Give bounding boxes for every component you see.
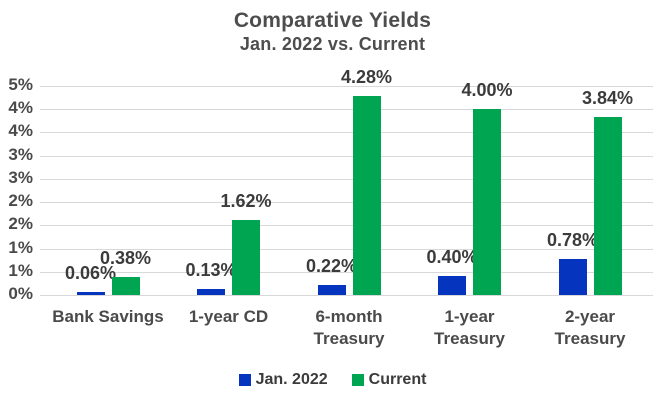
y-axis-tick-label: 0% bbox=[8, 284, 33, 303]
gridline bbox=[40, 86, 653, 87]
bar-current-2-year-treasury bbox=[593, 116, 622, 295]
value-label-current-6-month-treasury: 4.28% bbox=[340, 67, 393, 88]
value-label-jan-2022-bank-savings: 0.06% bbox=[64, 263, 117, 284]
x-category-label-6-month-treasury: 6-month Treasury bbox=[313, 307, 385, 348]
y-axis-tick-label: 1% bbox=[8, 260, 33, 280]
y-axis-tick-label: 2% bbox=[8, 191, 33, 211]
bar-current-1-year-cd bbox=[232, 219, 260, 295]
gridline bbox=[40, 248, 653, 250]
legend-item-jan-2022: Jan. 2022 bbox=[238, 371, 328, 389]
x-category-label-bank-savings: Bank Savings bbox=[52, 307, 164, 326]
value-label-current-1-year-treasury: 4.00% bbox=[461, 80, 513, 101]
x-category-label-2-year-treasury: 2-year Treasury bbox=[554, 307, 626, 348]
bar-current-1-year-treasury bbox=[473, 109, 501, 295]
value-label-jan-2022-2-year-treasury: 0.78% bbox=[546, 229, 599, 250]
value-label-current-2-year-treasury: 3.84% bbox=[581, 87, 634, 108]
gridline bbox=[40, 109, 653, 111]
value-label-current-bank-savings: 0.38% bbox=[99, 248, 152, 269]
chart-subtitle: Jan. 2022 vs. Current bbox=[239, 34, 426, 54]
value-label-current-1-year-cd: 1.62% bbox=[220, 190, 272, 211]
y-axis-tick-label: 3% bbox=[8, 144, 33, 164]
gridline bbox=[40, 178, 653, 180]
legend-swatch-current bbox=[351, 374, 364, 386]
x-category-label-1-year-cd: 1-year CD bbox=[188, 307, 269, 326]
y-axis-tick-label: 4% bbox=[8, 121, 33, 141]
gridline bbox=[40, 225, 653, 227]
legend-label-current: Current bbox=[368, 371, 427, 388]
y-axis-tick-label: 5% bbox=[8, 75, 33, 94]
gridline bbox=[40, 132, 653, 134]
bar-jan-2022-1-year-cd bbox=[197, 288, 225, 295]
value-label-jan-2022-1-year-treasury: 0.40% bbox=[426, 247, 478, 268]
bar-jan-2022-6-month-treasury bbox=[317, 284, 346, 295]
y-axis-tick-label: 3% bbox=[8, 167, 33, 187]
bar-jan-2022-1-year-treasury bbox=[438, 276, 466, 295]
legend-label-jan-2022: Jan. 2022 bbox=[255, 371, 328, 388]
gridline bbox=[40, 271, 653, 273]
legend: Jan. 2022 Current bbox=[0, 371, 665, 389]
legend-item-current: Current bbox=[351, 371, 427, 389]
legend-swatch-jan-2022 bbox=[238, 374, 251, 386]
y-axis-tick-label: 1% bbox=[8, 237, 33, 257]
bar-jan-2022-bank-savings bbox=[76, 292, 105, 295]
bar-current-6-month-treasury bbox=[352, 96, 381, 295]
gridline bbox=[40, 202, 653, 204]
gridline bbox=[40, 295, 653, 296]
bar-current-bank-savings bbox=[111, 277, 140, 295]
x-category-label-1-year-treasury: 1-year Treasury bbox=[434, 307, 505, 348]
gridline bbox=[40, 155, 653, 157]
value-label-jan-2022-6-month-treasury: 0.22% bbox=[305, 255, 358, 276]
chart-title: Comparative Yields bbox=[233, 9, 432, 32]
y-axis-tick-label: 2% bbox=[8, 214, 33, 234]
y-axis-tick-label: 4% bbox=[8, 98, 33, 118]
value-label-jan-2022-1-year-cd: 0.13% bbox=[185, 259, 237, 280]
bar-jan-2022-2-year-treasury bbox=[558, 258, 587, 295]
